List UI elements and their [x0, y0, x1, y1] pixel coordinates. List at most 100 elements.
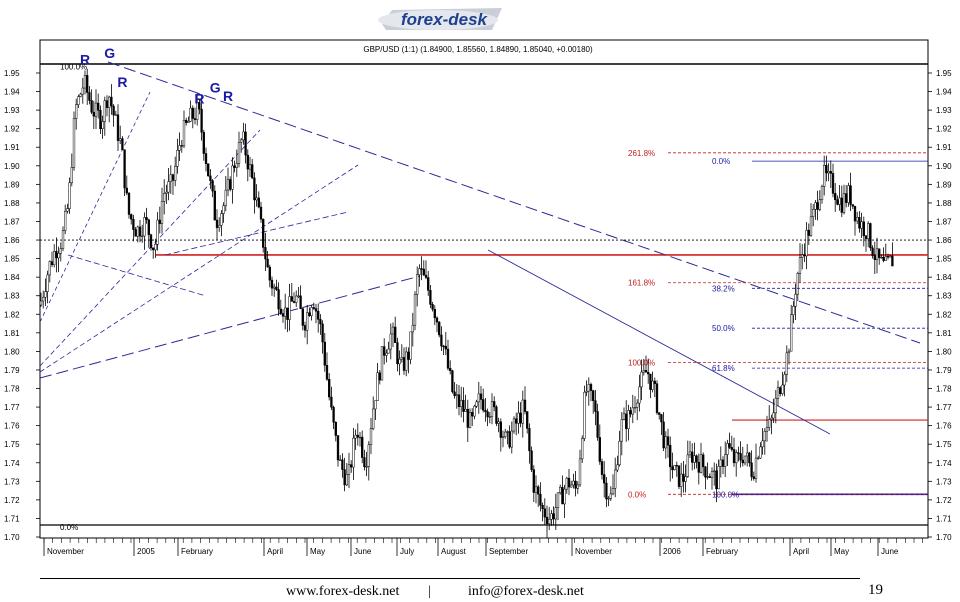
y-tick-label-left: 1.90 [4, 162, 20, 171]
candle-body [633, 407, 637, 409]
candle-body [779, 387, 782, 394]
candle-body [669, 444, 672, 468]
candle-body [770, 417, 773, 420]
y-tick-label-left: 1.92 [4, 125, 20, 134]
candle-body [48, 261, 51, 276]
x-tick-label: June [354, 547, 372, 556]
candle-body [92, 111, 95, 117]
candle-body [631, 407, 634, 415]
candle-body [202, 131, 205, 154]
candle-body [358, 436, 362, 439]
candle-body [825, 165, 828, 174]
candle-body [446, 348, 450, 369]
candle-body [658, 412, 661, 415]
y-tick-label-left: 1.82 [4, 310, 20, 319]
y-tick-label-right: 1.91 [936, 143, 952, 152]
fan-line-3 [39, 164, 359, 373]
candle-body [691, 451, 694, 463]
candle-body [715, 470, 718, 490]
candle-body [411, 324, 414, 333]
candle-body [878, 248, 881, 258]
candle-body [136, 226, 139, 237]
candle-body [794, 293, 797, 307]
candle-body [796, 273, 799, 295]
support-trendline-long [39, 275, 421, 379]
y-tick-label-right: 1.73 [936, 477, 952, 486]
candle-body [726, 443, 729, 455]
candle-body [702, 454, 705, 468]
candle-body [328, 379, 331, 398]
candle-body [759, 446, 762, 459]
candle-body [262, 218, 265, 248]
candle-body [864, 235, 868, 240]
candle-body [356, 434, 359, 438]
candle-body [856, 217, 859, 222]
fib-label: 61.8% [712, 364, 735, 373]
y-tick-label-left: 1.95 [4, 69, 20, 78]
candle-body [156, 219, 159, 245]
candle-body [385, 352, 388, 356]
candle-body [191, 107, 194, 119]
candle-body [255, 197, 258, 201]
y-tick-label-left: 1.93 [4, 106, 20, 115]
candle-body [829, 171, 832, 174]
candle-body [684, 476, 687, 482]
candle-body [147, 219, 150, 235]
candle-body [334, 421, 337, 436]
candle-body [853, 206, 857, 222]
y-tick-label-right: 1.76 [936, 422, 952, 431]
y-tick-label-right: 1.85 [936, 255, 952, 264]
candle-body [70, 167, 73, 184]
candle-body [875, 248, 879, 260]
candle-body [589, 384, 593, 391]
candle-body [565, 477, 568, 490]
y-tick-label-left: 1.73 [4, 477, 20, 486]
candle-body [222, 205, 225, 214]
candle-body [231, 165, 234, 190]
fib-label: 161.8% [628, 279, 655, 288]
x-tick-label: May [834, 547, 849, 556]
y-tick-label-left: 1.91 [4, 143, 20, 152]
candle-body [543, 508, 546, 518]
candle-body [519, 412, 522, 424]
candle-body [563, 488, 566, 505]
candle-body [171, 174, 175, 181]
candle-body [105, 100, 109, 108]
candle-body [761, 440, 764, 448]
candle-body [754, 457, 758, 479]
candle-body [506, 431, 509, 433]
candle-body [666, 436, 670, 446]
fib-label: 50.0% [712, 324, 735, 333]
candle-body [424, 274, 428, 278]
y-tick-label-right: 1.72 [936, 496, 952, 505]
candle-body [499, 421, 502, 438]
candle-body [836, 199, 839, 205]
candle-body [165, 191, 168, 194]
candle-body [554, 507, 557, 520]
candle-body [218, 224, 221, 228]
candle-body [649, 373, 652, 390]
candle-body [457, 394, 461, 407]
candle-body [75, 104, 78, 119]
footer-separator: | [428, 584, 431, 599]
candle-body [57, 253, 60, 259]
candle-body [350, 464, 353, 468]
candle-body [455, 394, 458, 397]
candle-body [609, 493, 612, 499]
x-tick-label: April [793, 547, 809, 556]
candle-body [891, 255, 894, 267]
candle-body [812, 208, 815, 218]
x-axis: November 2005 February April May June July Augu… [43, 538, 924, 556]
footer-email-link[interactable]: info@forex-desk.net [468, 584, 584, 599]
candle-body [253, 177, 256, 201]
candle-body [209, 175, 212, 181]
candle-body [319, 319, 322, 325]
candle-body [391, 326, 395, 335]
candle-body [735, 452, 738, 464]
candle-body [290, 296, 293, 302]
footer-website-link[interactable]: www.forex-desk.net [286, 584, 400, 599]
candle-body [671, 466, 674, 471]
candle-body [352, 437, 355, 468]
candle-body [559, 486, 562, 494]
candle-body [880, 256, 883, 259]
